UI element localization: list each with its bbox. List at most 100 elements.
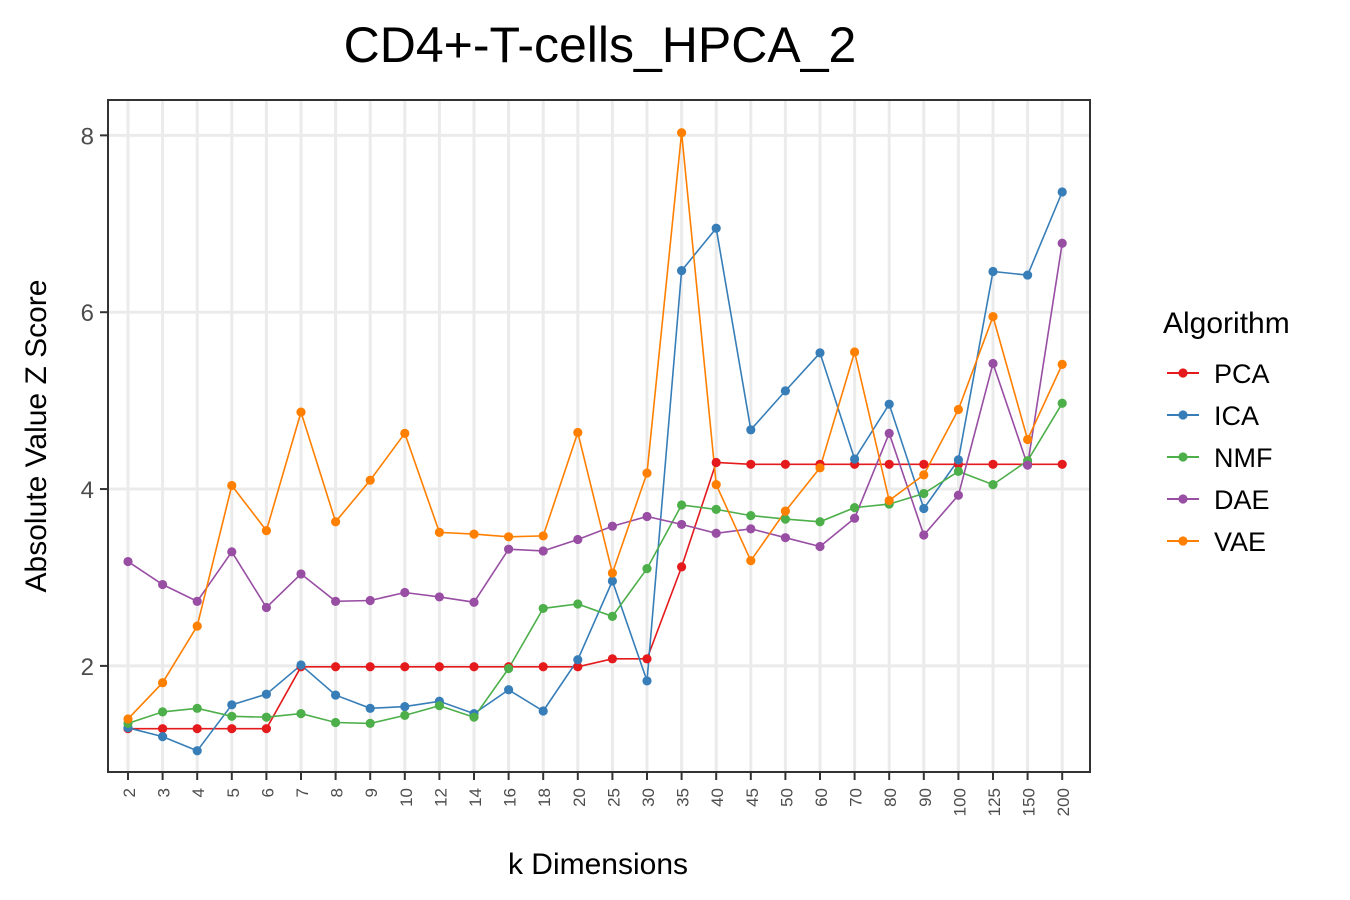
x-tick-label: 100 (950, 788, 969, 816)
data-point-nmf (331, 717, 341, 728)
data-point-nmf (607, 611, 618, 621)
legend-label: ICA (1214, 401, 1259, 431)
data-point-nmf (192, 703, 202, 713)
data-point-ica (504, 685, 514, 695)
data-point-vae (573, 427, 583, 438)
legend: Algorithm PCA ICA NMF DAE VAE (1163, 307, 1290, 557)
y-tick-label: 6 (81, 300, 94, 327)
data-point-vae (227, 480, 237, 491)
legend-key-point (1178, 452, 1188, 462)
data-point-vae (711, 480, 721, 490)
data-point-vae (815, 463, 825, 473)
x-tick-label: 60 (812, 788, 831, 807)
data-point-vae (434, 527, 444, 537)
data-point-ica (296, 660, 306, 670)
x-tick-label: 14 (466, 788, 485, 807)
x-tick-label: 50 (777, 788, 796, 807)
x-tick-label: 125 (985, 788, 1004, 816)
data-point-pca (365, 662, 375, 672)
legend-title: Algorithm (1163, 307, 1290, 340)
data-point-ica (884, 399, 894, 409)
data-point-pca (331, 662, 341, 672)
data-point-ica (1057, 187, 1067, 197)
data-point-dae (365, 595, 375, 606)
x-tick-label: 2 (120, 788, 139, 797)
data-point-ica (746, 425, 756, 435)
data-point-vae (677, 128, 687, 138)
x-tick-label: 45 (743, 788, 762, 807)
data-point-vae (400, 428, 410, 438)
x-tick-label: 4 (189, 788, 208, 797)
data-point-dae (919, 530, 929, 540)
data-point-pca (573, 662, 583, 672)
data-point-nmf (227, 711, 237, 721)
legend-label: DAE (1214, 485, 1270, 515)
data-point-nmf (953, 466, 964, 476)
data-point-ica (573, 655, 583, 665)
data-point-dae (469, 597, 479, 607)
data-point-dae (953, 490, 964, 500)
data-point-ica (538, 706, 548, 716)
data-point-dae (607, 521, 618, 531)
data-point-pca (261, 724, 271, 734)
data-point-ica (780, 386, 791, 396)
legend-key-point (1178, 368, 1188, 378)
data-point-ica (642, 676, 652, 686)
y-tick-label: 8 (81, 123, 94, 150)
data-point-ica (227, 700, 237, 710)
data-point-nmf (746, 510, 756, 521)
x-tick-label: 25 (604, 788, 623, 807)
data-point-dae (677, 519, 687, 530)
x-tick-label: 6 (258, 788, 277, 797)
data-point-nmf (988, 480, 998, 490)
data-point-dae (815, 541, 825, 552)
data-point-dae (296, 569, 306, 579)
data-point-vae (1023, 434, 1033, 445)
data-point-pca (746, 459, 756, 469)
data-point-dae (711, 528, 721, 538)
x-tick-label: 8 (328, 788, 347, 797)
data-point-vae (296, 407, 306, 417)
legend-key-point (1178, 536, 1188, 546)
data-point-dae (746, 524, 756, 534)
data-point-nmf (504, 663, 514, 674)
x-tick-label: 20 (570, 788, 589, 807)
data-point-vae (919, 470, 929, 480)
plot-border (107, 99, 1091, 773)
data-point-dae (988, 358, 998, 369)
data-point-nmf (642, 564, 652, 574)
x-tick-label: 7 (293, 788, 312, 797)
x-tick-label: 5 (224, 788, 243, 797)
data-point-pca (400, 662, 410, 672)
data-point-vae (988, 312, 998, 322)
series-line-pca (128, 461, 1063, 730)
x-tick-label: 18 (535, 788, 554, 807)
data-point-pca (884, 459, 894, 469)
chart-title: CD4+-T-cells_HPCA_2 (344, 17, 857, 73)
y-tick-label: 2 (81, 654, 94, 681)
data-point-nmf (850, 503, 860, 513)
data-point-nmf (469, 712, 479, 722)
data-point-dae (780, 533, 791, 543)
data-point-dae (1023, 460, 1033, 470)
data-point-pca (607, 654, 618, 664)
data-point-dae (158, 579, 168, 590)
data-point-ica (400, 701, 410, 712)
data-point-dae (434, 592, 444, 602)
data-point-nmf (261, 712, 271, 722)
data-point-dae (642, 511, 652, 522)
data-point-nmf (296, 709, 306, 719)
data-point-pca (919, 459, 929, 469)
x-tick-label: 16 (501, 788, 520, 807)
data-point-pca (780, 459, 791, 469)
data-point-nmf (1057, 398, 1067, 408)
x-axis-label: k Dimensions (508, 848, 688, 881)
data-point-vae (884, 495, 894, 506)
data-point-vae (953, 404, 964, 415)
data-point-pca (158, 724, 168, 734)
x-tick-label: 3 (155, 788, 174, 797)
data-point-ica (1023, 270, 1033, 280)
legend-key-point (1178, 410, 1188, 420)
data-point-nmf (538, 603, 548, 614)
